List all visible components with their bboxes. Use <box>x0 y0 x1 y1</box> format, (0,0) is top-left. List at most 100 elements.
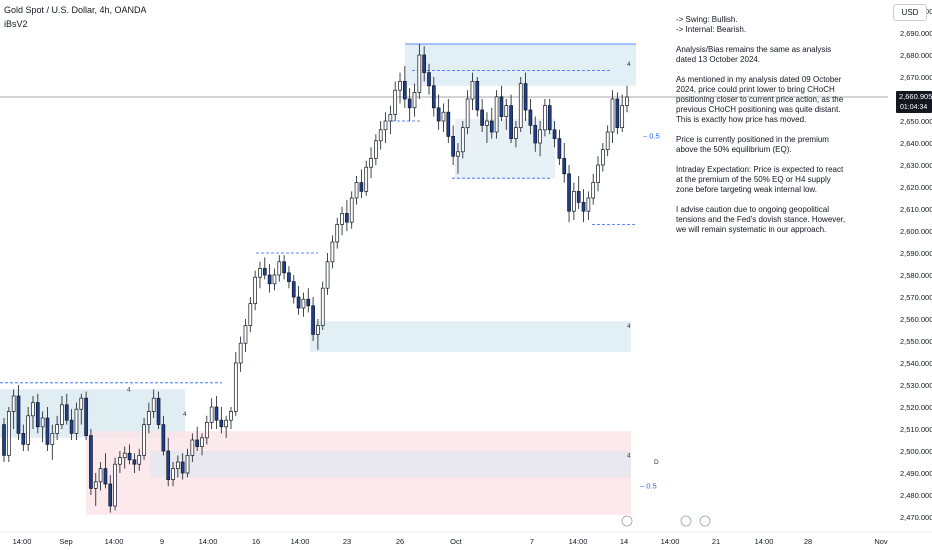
flag-icon[interactable] <box>680 515 692 527</box>
candle <box>514 121 518 148</box>
time-axis[interactable]: 14:00 Sep 14:00 9 14:00 16 14:00 23 26 Oct 7 14:00 1… <box>0 531 932 550</box>
candle <box>229 407 233 429</box>
candle-body <box>446 111 451 137</box>
candle-body <box>291 281 296 298</box>
candle-body <box>591 182 596 199</box>
candle <box>84 391 88 440</box>
candle-body <box>277 261 282 276</box>
price-tick-label: 2,530.000 <box>900 381 932 390</box>
candle <box>93 473 98 506</box>
candle <box>267 264 272 293</box>
candle-body <box>16 395 21 434</box>
candle-body <box>127 452 132 461</box>
candle-body <box>465 98 470 128</box>
flag-icon[interactable] <box>699 515 711 527</box>
lightning-icon[interactable] <box>621 515 633 527</box>
candle-body <box>209 406 214 423</box>
candle <box>156 391 161 429</box>
candle <box>335 217 340 249</box>
candle-body <box>538 129 542 144</box>
candle <box>132 453 137 473</box>
candle-body <box>287 272 291 282</box>
candle <box>330 235 335 269</box>
candle-body <box>562 158 567 175</box>
candle <box>528 99 533 135</box>
candle-body <box>219 419 224 428</box>
price-tick-label: 2,480.000 <box>900 491 932 500</box>
candle <box>460 121 465 159</box>
candle-body <box>499 96 504 117</box>
candle <box>562 143 567 183</box>
candle-body <box>388 114 393 122</box>
candle-body <box>35 402 40 428</box>
candle <box>427 63 431 95</box>
candle-body <box>200 437 204 447</box>
candle-body <box>185 455 190 474</box>
candle-body <box>335 224 340 243</box>
candle-body <box>267 274 272 285</box>
candle <box>383 112 388 143</box>
candle-body <box>572 191 576 212</box>
indicator-legend[interactable]: iBsV2 <box>4 19 28 29</box>
candle-body <box>320 287 325 326</box>
candle <box>446 99 451 143</box>
candle-body <box>398 81 402 91</box>
candle <box>547 99 552 135</box>
candle <box>137 448 142 471</box>
candle-body <box>306 298 311 307</box>
time-tick-label: 14:00 <box>291 537 310 546</box>
price-tick-label: 2,490.000 <box>900 469 932 478</box>
zone-label: 4 <box>627 61 631 68</box>
candle-body <box>475 81 480 111</box>
candle-body <box>253 276 257 304</box>
candle <box>499 85 504 121</box>
candle-body <box>60 404 64 425</box>
candle-body <box>214 406 219 421</box>
candle <box>581 189 586 223</box>
currency-button[interactable]: USD <box>893 4 927 21</box>
candle <box>64 393 69 425</box>
candle-body <box>605 131 610 150</box>
candle <box>345 200 349 231</box>
candle-body <box>441 111 446 122</box>
candle-body <box>45 417 50 445</box>
price-axis-bg <box>889 0 932 532</box>
candle-body <box>147 411 151 425</box>
analysis-bias-text: Analysis/Bias remains the same as analys… <box>676 45 832 64</box>
candle-body <box>378 129 383 142</box>
candle <box>398 72 402 104</box>
candle-body <box>422 54 427 73</box>
price-tick-label: 2,590.000 <box>900 249 932 258</box>
price-tick-label: 2,500.000 <box>900 447 932 456</box>
candle <box>282 255 286 280</box>
time-tick-label: 28 <box>804 537 812 546</box>
candle <box>258 261 262 289</box>
price-tick-label: 2,630.000 <box>900 161 932 170</box>
candle <box>161 415 166 456</box>
candle-body <box>11 395 16 412</box>
candle <box>195 426 200 451</box>
zone-label: 4 <box>127 387 131 394</box>
symbol-legend[interactable]: Gold Spot / U.S. Dollar, 4h, OANDA <box>4 5 147 15</box>
swing-bias-text: -> Swing: Bullish. <box>676 15 738 24</box>
candle <box>605 125 610 157</box>
candle <box>311 297 315 341</box>
price-tick-label: 2,680.000 <box>900 51 932 60</box>
time-tick-label: 7 <box>530 537 534 546</box>
candle-body <box>547 105 552 131</box>
candle-body <box>354 182 359 199</box>
time-tick-label: 14:00 <box>661 537 680 546</box>
candle-body <box>190 439 195 456</box>
candle <box>190 433 195 462</box>
candle-body <box>137 455 142 465</box>
candle-body <box>364 166 369 192</box>
candle-body <box>451 136 455 157</box>
candle-body <box>233 362 238 412</box>
candle <box>296 286 301 315</box>
candle <box>306 288 311 313</box>
candle <box>127 444 132 465</box>
candle <box>354 176 359 205</box>
price-axis[interactable]: 2,700.0002,690.0002,680.0002,670.0002,66… <box>889 0 932 544</box>
levels-layer <box>0 43 888 384</box>
